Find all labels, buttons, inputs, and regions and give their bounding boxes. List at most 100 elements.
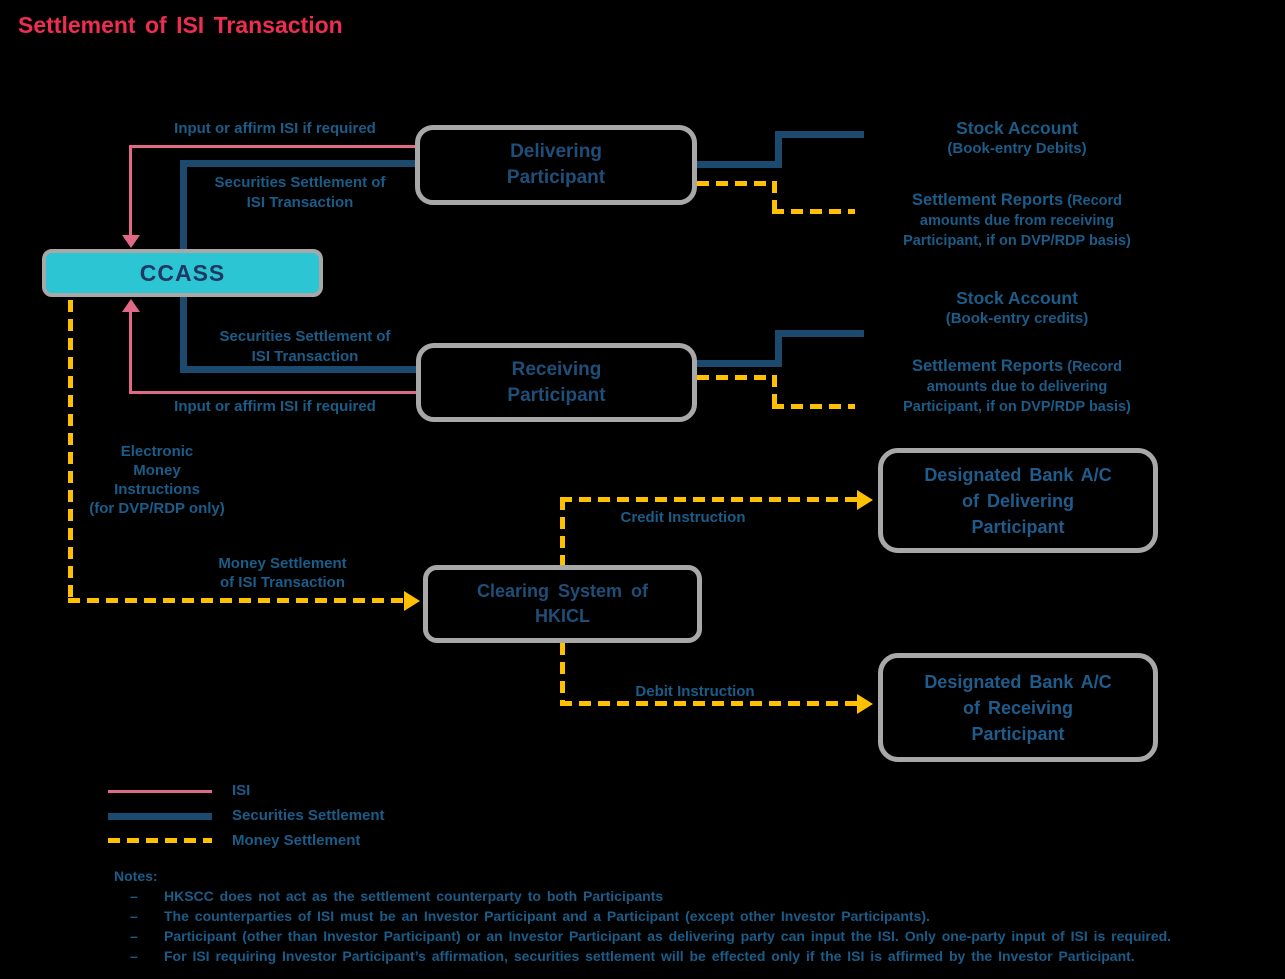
receiving-participant-label-line1: Receiving (511, 358, 602, 380)
note-dash: – (130, 948, 138, 964)
securities-line-bottom-vertical (180, 296, 187, 373)
settlement-reports-to-delivering: Settlement Reports (Record amounts due t… (888, 356, 1146, 417)
stock-debit-connector-c (775, 131, 864, 138)
delivering-participant-label-line2: Participant (506, 167, 606, 188)
stock-debit-connector-b (775, 131, 782, 168)
note-text-2: The counterparties of ISI must be an Inv… (164, 908, 930, 924)
legend-money-label: Money Settlement (232, 832, 361, 849)
legend-isi-label: ISI (232, 782, 251, 799)
clearing-system-label-line1: Clearing System of (476, 581, 649, 601)
note-item: – For ISI requiring Investor Participant… (114, 946, 1171, 966)
label-money-settlement-line2: of ISI Transaction (219, 574, 346, 591)
credit-line-vertical (560, 498, 565, 565)
money-arrow-into-clearing (404, 591, 420, 611)
note-item: – HKSCC does not act as the settlement c… (114, 886, 1171, 906)
legend-isi-line (108, 790, 212, 793)
label-securities-top-line2: ISI Transaction (246, 194, 354, 211)
note-item: – The counterparties of ISI must be an I… (114, 906, 1171, 926)
label-input-affirm-top: Input or affirm ISI if required (174, 120, 376, 137)
securities-line-bottom-horizontal (180, 366, 417, 373)
stock-account-debits-title: Stock Account (956, 118, 1078, 138)
note-text-3: Participant (other than Investor Partici… (164, 928, 1172, 944)
stock-account-credits-sub: (Book-entry credits) (945, 310, 1089, 327)
clearing-system-label-line2: HKICL (535, 606, 590, 626)
label-debit-instruction: Debit Instruction (635, 683, 755, 700)
debit-line-vertical (560, 643, 565, 706)
report-debit-connector-a (697, 181, 776, 186)
settlement-reports-from-receiving-text: (Record amounts due from receiving Parti… (903, 193, 1131, 249)
stock-credit-connector-c (775, 330, 864, 337)
receiving-participant-box: Receiving Participant (416, 343, 697, 422)
credit-line-horizontal (560, 497, 858, 502)
stock-credit-connector-b (775, 330, 782, 367)
stock-credit-connector-a (697, 360, 780, 367)
stock-account-credits-title: Stock Account (956, 288, 1078, 308)
label-money-settlement: Money Settlement of ISI Transaction (175, 554, 390, 592)
securities-line-top-horizontal (180, 160, 416, 167)
debit-arrow-into-bank (857, 694, 873, 714)
delivering-participant-label-line1: Delivering (510, 141, 602, 162)
label-money-settlement-line1: Money Settlement (218, 555, 347, 572)
bank-ac-receiving-line2: of Receiving (962, 697, 1074, 718)
delivering-participant-box: Delivering Participant (415, 125, 697, 205)
label-securities-settlement-bottom: Securities Settlement of ISI Transaction (195, 327, 415, 367)
bank-ac-delivering-line3: Participant (971, 516, 1065, 537)
note-text-1: HKSCC does not act as the settlement cou… (164, 888, 664, 904)
label-emi-line4: (for DVP/RDP only) (89, 500, 225, 517)
credit-arrow-into-bank (857, 490, 873, 510)
label-credit-instruction: Credit Instruction (620, 509, 746, 526)
label-emi-line1: Electronic (120, 443, 194, 460)
label-securities-top-line1: Securities Settlement of (214, 174, 386, 191)
label-input-affirm-bottom: Input or affirm ISI if required (174, 398, 376, 415)
note-text-4: For ISI requiring Investor Participant’s… (164, 948, 1135, 964)
notes-heading: Notes: (114, 868, 158, 884)
stock-account-debits-sub: (Book-entry Debits) (947, 140, 1087, 157)
report-debit-connector-b (772, 181, 777, 214)
clearing-system-box: Clearing System of HKICL (423, 565, 702, 643)
ccass-box-label: CCASS (139, 259, 226, 286)
bank-ac-receiving-line1: Designated Bank A/C (924, 671, 1112, 692)
report-debit-connector-c (772, 209, 855, 214)
settlement-reports-from-receiving-title: Settlement Reports (911, 191, 1064, 209)
label-emi-line3: Instructions (114, 481, 200, 498)
settlement-reports-to-delivering-text: (Record amounts due to delivering Partic… (903, 359, 1131, 415)
note-dash: – (130, 888, 138, 904)
label-electronic-money-instructions: Electronic Money Instructions (for DVP/R… (47, 442, 267, 518)
money-line-vertical (68, 300, 73, 600)
note-dash: – (130, 908, 138, 924)
isi-arrow-into-ccass-top (122, 235, 140, 248)
label-securities-bottom-line1: Securities Settlement of (219, 328, 391, 345)
label-emi-line2: Money (133, 462, 181, 479)
stock-account-credits: Stock Account (Book-entry credits) (878, 287, 1156, 328)
legend-securities-label: Securities Settlement (232, 807, 385, 824)
isi-line-bottom-horizontal (129, 391, 417, 394)
notes-block: Notes: – HKSCC does not act as the settl… (114, 866, 1171, 966)
label-securities-settlement-top: Securities Settlement of ISI Transaction (190, 173, 410, 213)
report-credit-connector-b (772, 375, 777, 409)
isi-arrow-into-ccass-bottom (122, 299, 140, 312)
bank-ac-receiving-line3: Participant (971, 723, 1065, 744)
note-dash: – (130, 928, 138, 944)
settlement-reports-from-receiving: Settlement Reports (Record amounts due f… (888, 190, 1146, 251)
bank-ac-delivering-line2: of Delivering (961, 490, 1075, 511)
money-line-horizontal (68, 598, 405, 603)
report-credit-connector-a (697, 375, 776, 380)
stock-debit-connector-a (697, 161, 780, 168)
settlement-reports-to-delivering-title: Settlement Reports (911, 357, 1064, 375)
isi-line-top-vertical (129, 145, 132, 237)
bank-ac-delivering-line1: Designated Bank A/C (924, 464, 1112, 485)
legend-securities-line (108, 813, 212, 820)
debit-line-horizontal (560, 701, 858, 706)
legend-money-line (108, 838, 212, 843)
securities-line-top-vertical (180, 160, 187, 250)
bank-ac-delivering-box: Designated Bank A/C of Delivering Partic… (878, 448, 1158, 553)
ccass-box: CCASS (42, 249, 323, 297)
receiving-participant-label-line2: Participant (507, 384, 606, 406)
isi-line-bottom-vertical (129, 311, 132, 393)
page-title: Settlement of ISI Transaction (18, 12, 343, 38)
label-securities-bottom-line2: ISI Transaction (251, 348, 359, 365)
isi-line-top-horizontal (129, 145, 417, 148)
report-credit-connector-c (772, 404, 855, 409)
bank-ac-receiving-box: Designated Bank A/C of Receiving Partici… (878, 653, 1158, 762)
